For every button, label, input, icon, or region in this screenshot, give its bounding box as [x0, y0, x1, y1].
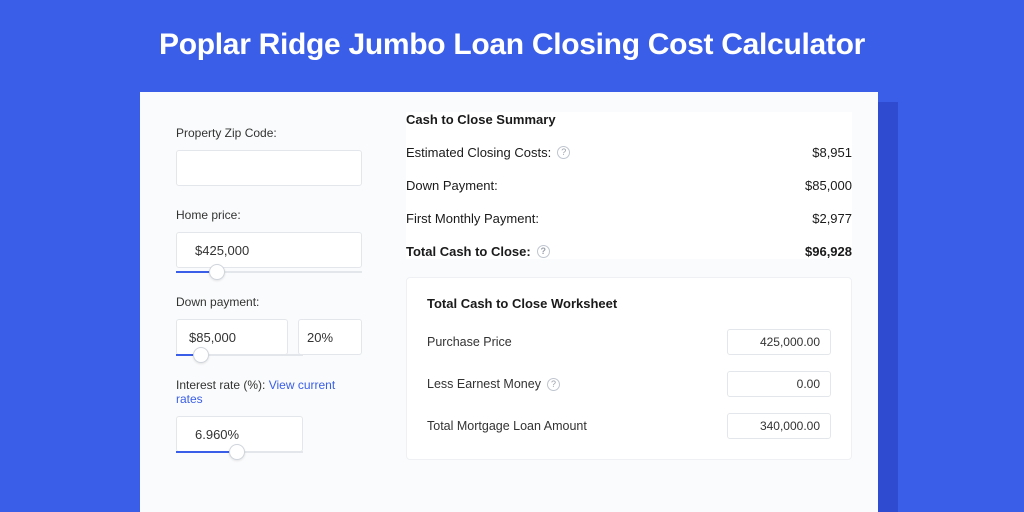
- down-payment-amount-input[interactable]: [176, 319, 288, 355]
- worksheet-label: Purchase Price: [427, 335, 512, 349]
- input-panel: Property Zip Code: Home price: Down paym…: [140, 92, 390, 512]
- summary-value: $96,928: [805, 244, 852, 259]
- worksheet-card: Total Cash to Close Worksheet Purchase P…: [406, 277, 852, 460]
- page-title: Poplar Ridge Jumbo Loan Closing Cost Cal…: [0, 0, 1024, 62]
- down-payment-pct-input[interactable]: [298, 319, 362, 355]
- summary-label: First Monthly Payment:: [406, 211, 539, 226]
- worksheet-title: Total Cash to Close Worksheet: [427, 296, 831, 311]
- interest-slider-thumb[interactable]: [229, 444, 245, 460]
- summary-value: $8,951: [812, 145, 852, 160]
- zip-input[interactable]: [176, 150, 362, 186]
- down-payment-label: Down payment:: [176, 295, 362, 309]
- summary-value: $85,000: [805, 178, 852, 193]
- down-payment-slider-thumb[interactable]: [193, 347, 209, 363]
- worksheet-row-loan-amount: Total Mortgage Loan Amount 340,000.00: [427, 413, 831, 439]
- home-price-input[interactable]: [176, 232, 362, 268]
- worksheet-value[interactable]: 340,000.00: [727, 413, 831, 439]
- worksheet-row-purchase-price: Purchase Price 425,000.00: [427, 329, 831, 355]
- summary-row-first-payment: First Monthly Payment: $2,977: [406, 211, 852, 226]
- interest-label: Interest rate (%): View current rates: [176, 378, 362, 406]
- help-icon[interactable]: ?: [557, 146, 570, 159]
- home-price-slider[interactable]: [176, 271, 362, 273]
- summary-label: Down Payment:: [406, 178, 498, 193]
- worksheet-label: Total Mortgage Loan Amount: [427, 419, 587, 433]
- worksheet-value[interactable]: 425,000.00: [727, 329, 831, 355]
- summary-label: Estimated Closing Costs:: [406, 145, 551, 160]
- summary-row-total: Total Cash to Close: ? $96,928: [406, 244, 852, 259]
- summary-value: $2,977: [812, 211, 852, 226]
- down-payment-slider[interactable]: [176, 354, 303, 356]
- interest-slider-fill: [176, 451, 237, 453]
- page-background: Poplar Ridge Jumbo Loan Closing Cost Cal…: [0, 0, 1024, 512]
- help-icon[interactable]: ?: [537, 245, 550, 258]
- summary-panel: Cash to Close Summary Estimated Closing …: [390, 92, 878, 512]
- summary-row-down-payment: Down Payment: $85,000: [406, 178, 852, 193]
- field-home-price: Home price:: [176, 208, 362, 273]
- summary-label: Total Cash to Close:: [406, 244, 531, 259]
- home-price-label: Home price:: [176, 208, 362, 222]
- interest-rate-slider[interactable]: [176, 451, 303, 453]
- field-zip: Property Zip Code:: [176, 126, 362, 186]
- summary-row-closing-costs: Estimated Closing Costs: ? $8,951: [406, 145, 852, 160]
- field-down-payment: Down payment:: [176, 295, 362, 356]
- home-price-slider-thumb[interactable]: [209, 264, 225, 280]
- field-interest-rate: Interest rate (%): View current rates: [176, 378, 362, 453]
- cash-to-close-summary: Cash to Close Summary Estimated Closing …: [406, 112, 852, 259]
- worksheet-value[interactable]: 0.00: [727, 371, 831, 397]
- help-icon[interactable]: ?: [547, 378, 560, 391]
- summary-title: Cash to Close Summary: [406, 112, 852, 127]
- zip-label: Property Zip Code:: [176, 126, 362, 140]
- calculator-card: Property Zip Code: Home price: Down paym…: [140, 92, 878, 512]
- interest-label-text: Interest rate (%):: [176, 378, 269, 392]
- worksheet-row-earnest-money: Less Earnest Money ? 0.00: [427, 371, 831, 397]
- worksheet-label: Less Earnest Money: [427, 377, 541, 391]
